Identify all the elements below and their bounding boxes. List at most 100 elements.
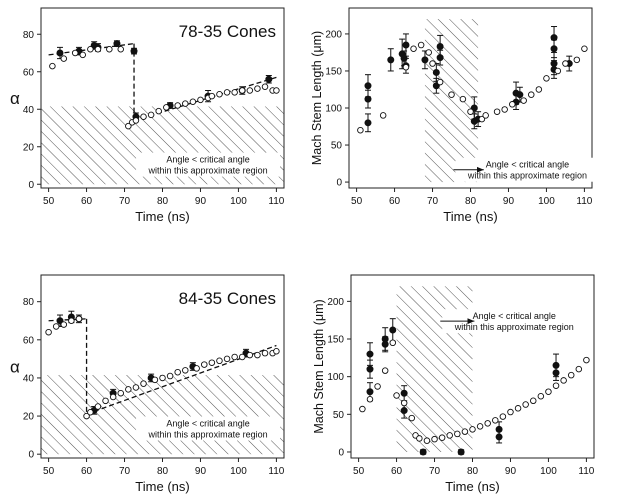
annotation-line-1: Angle < critical angle — [166, 419, 249, 429]
annotation-line-2: within this approximate region — [148, 430, 268, 440]
data-point-open — [492, 417, 499, 424]
data-point-open — [132, 384, 140, 391]
data-point-open — [197, 96, 204, 104]
data-point-filled — [402, 41, 410, 49]
y-tick-label: 50 — [333, 410, 345, 421]
data-point-open — [366, 396, 374, 403]
x-tick-label: 100 — [230, 196, 247, 207]
data-point-open — [545, 388, 552, 395]
y-tick-label: 80 — [23, 30, 35, 41]
data-point-open — [182, 367, 189, 374]
data-point-open — [71, 49, 79, 57]
data-point-filled — [495, 433, 503, 441]
x-tick-label: 110 — [576, 196, 592, 207]
data-point-open — [125, 386, 132, 393]
data-point-open — [273, 87, 280, 94]
x-tick-label: 50 — [43, 196, 55, 207]
data-point-open — [469, 426, 476, 433]
y-tick-label: 0 — [338, 447, 344, 458]
data-point-open — [151, 376, 159, 384]
data-point-open — [535, 86, 543, 93]
x-tick-label: 90 — [505, 466, 517, 477]
data-point-open — [507, 408, 514, 416]
data-point-open — [45, 328, 52, 336]
annotation-line-2: within this approximate region — [148, 166, 268, 176]
data-point-open — [60, 321, 68, 328]
data-point-open — [543, 75, 550, 82]
data-point-open — [117, 389, 124, 397]
x-tick-label: 50 — [353, 466, 365, 477]
data-point-open — [109, 393, 117, 401]
data-point-open — [467, 108, 474, 115]
data-point-open — [514, 405, 522, 412]
data-point-open — [374, 383, 381, 390]
data-point-open — [476, 423, 484, 430]
data-point-filled — [387, 56, 395, 64]
data-point-open — [231, 89, 238, 96]
data-point-open — [357, 126, 364, 134]
data-point-filled — [364, 119, 372, 127]
chart-title: 84-35 Cones — [179, 289, 276, 308]
y-tick-label: 20 — [23, 412, 35, 423]
data-point-open — [231, 353, 238, 361]
data-point-open — [393, 392, 400, 399]
data-point-open — [79, 51, 87, 59]
data-point-open — [201, 361, 208, 368]
annotation-backing — [136, 152, 281, 177]
data-point-open — [208, 92, 216, 100]
data-point-open — [560, 377, 567, 384]
y-tick-label: 200 — [325, 29, 342, 40]
data-point-open — [238, 87, 246, 94]
data-point-open — [49, 62, 56, 70]
data-point-filled — [130, 47, 138, 55]
data-point-open — [83, 412, 90, 420]
data-point-open — [381, 367, 389, 374]
data-point-open — [68, 317, 75, 325]
data-point-open — [106, 46, 113, 53]
data-point-open — [478, 115, 486, 123]
data-point-filled — [366, 365, 374, 373]
x-tick-label: 80 — [465, 196, 477, 207]
data-point-open — [155, 107, 162, 115]
data-point-open — [223, 355, 231, 363]
x-tick-label: 100 — [540, 466, 557, 477]
x-tick-label: 70 — [119, 196, 131, 207]
x-tick-label: 70 — [429, 466, 441, 477]
data-point-open — [273, 348, 280, 355]
x-tick-label: 110 — [268, 466, 284, 477]
fit-line — [48, 318, 87, 322]
y-tick-label: 0 — [28, 180, 34, 191]
data-point-open — [182, 100, 189, 107]
x-tick-label: 100 — [538, 196, 555, 207]
data-point-open — [408, 414, 416, 422]
data-point-open — [493, 108, 501, 115]
data-point-open — [431, 435, 438, 443]
y-axis-label: Mach Stem Length (μm) — [312, 299, 326, 433]
data-point-open — [554, 67, 562, 75]
x-tick-label: 110 — [268, 196, 284, 207]
data-point-open — [140, 380, 147, 387]
x-tick-label: 80 — [467, 466, 479, 477]
data-point-filled — [457, 448, 465, 456]
data-point-open — [425, 49, 432, 56]
data-point-open — [208, 359, 216, 366]
data-point-open — [163, 104, 170, 111]
data-point-open — [94, 403, 102, 410]
data-point-filled — [364, 82, 372, 90]
data-point-open — [147, 111, 155, 119]
data-point-filled — [389, 326, 397, 334]
y-tick-label: 40 — [23, 373, 35, 384]
data-point-filled — [419, 448, 427, 456]
x-tick-label: 80 — [157, 466, 169, 477]
y-tick-label: 200 — [327, 297, 344, 308]
data-point-open — [174, 102, 181, 109]
data-point-open — [484, 420, 491, 427]
data-point-open — [216, 90, 223, 98]
data-point-open — [552, 382, 560, 389]
data-point-filled — [436, 54, 444, 62]
data-point-filled — [366, 388, 374, 396]
data-point-open — [193, 365, 200, 372]
data-point-open — [359, 405, 366, 413]
data-point-open — [528, 91, 535, 98]
data-point-open — [75, 315, 83, 323]
